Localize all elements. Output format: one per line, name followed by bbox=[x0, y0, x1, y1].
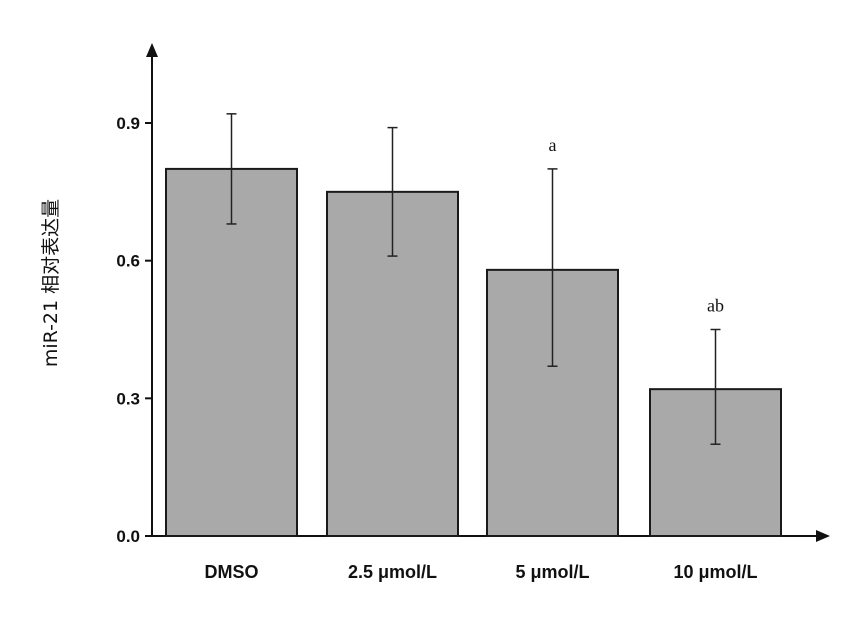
x-category-label: 2.5 μmol/L bbox=[348, 562, 437, 582]
y-tick-label: 0.6 bbox=[116, 252, 140, 271]
x-category-label: DMSO bbox=[205, 562, 259, 582]
y-axis-title: miR-21 相对表达量 bbox=[40, 199, 62, 367]
significance-label: a bbox=[549, 135, 557, 155]
y-tick-label: 0.0 bbox=[116, 527, 140, 546]
labels: 0.0 0.3 0.6 0.9 DMSO 2.5 μmol/L a 5 μmol/L ab 10 … bbox=[116, 114, 757, 582]
significance-label: ab bbox=[707, 296, 724, 316]
x-axis-arrow bbox=[816, 530, 830, 542]
x-category-label: 5 μmol/L bbox=[515, 562, 589, 582]
bars bbox=[165, 167, 782, 538]
y-axis-arrow bbox=[146, 43, 158, 57]
bar bbox=[649, 388, 782, 537]
y-tick-label: 0.9 bbox=[116, 114, 140, 133]
x-category-label: 10 μmol/L bbox=[673, 562, 757, 582]
error-bars bbox=[226, 113, 721, 445]
bar bbox=[165, 167, 298, 538]
y-tick-label: 0.3 bbox=[116, 389, 140, 408]
